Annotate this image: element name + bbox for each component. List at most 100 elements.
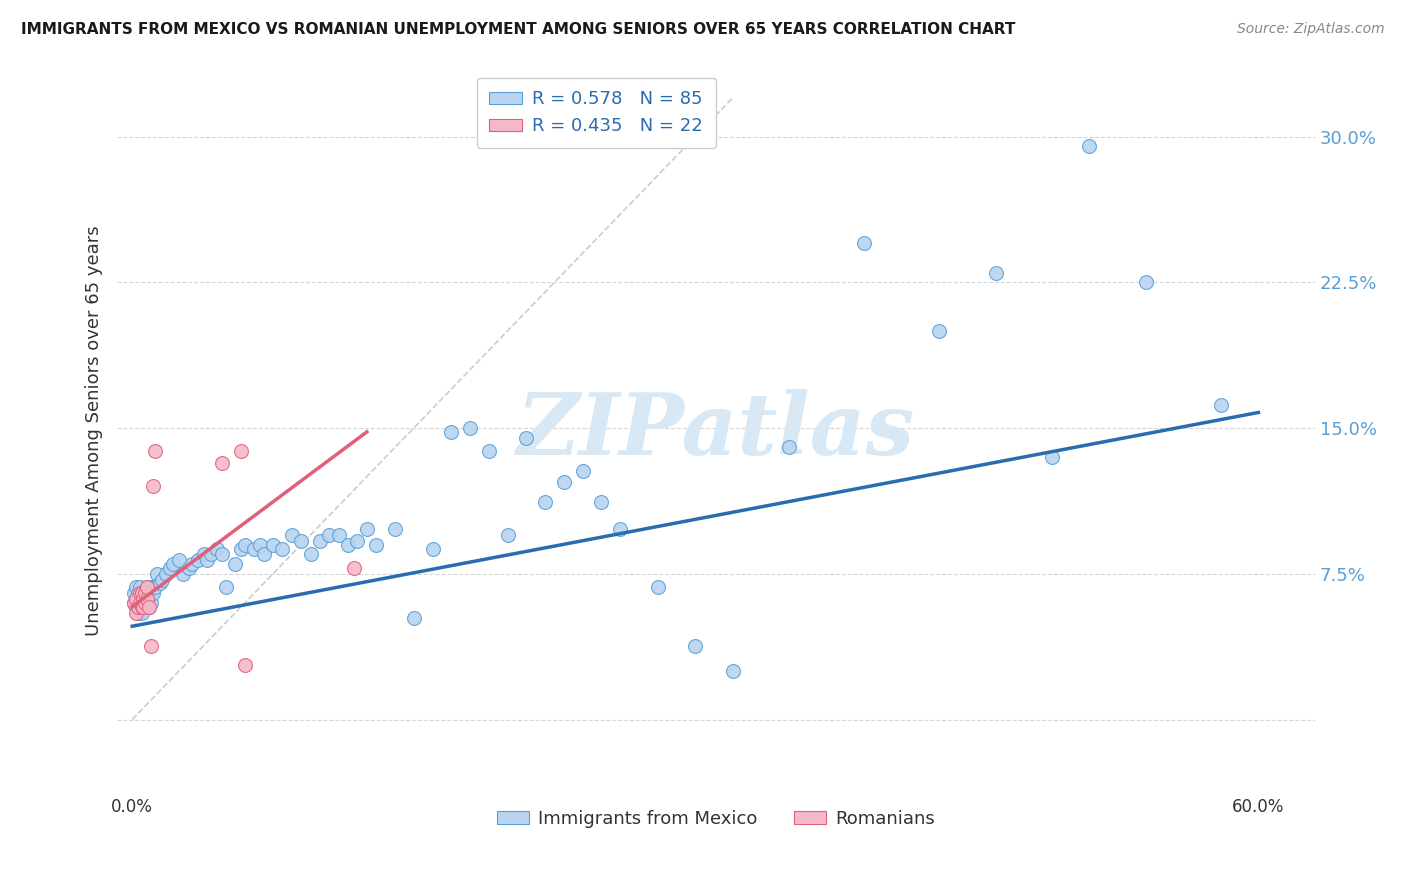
Point (128, 580, 150, 594)
Point (134, 596, 156, 610)
Point (534, 495, 557, 509)
Point (181, 557, 204, 571)
Point (211, 456, 233, 470)
Point (458, 421, 481, 435)
Point (328, 528, 350, 542)
Point (139, 580, 162, 594)
Point (609, 522, 631, 536)
Point (177, 561, 200, 575)
Point (145, 566, 167, 581)
Point (402, 611, 425, 625)
Point (337, 538, 360, 552)
Point (685, 639, 707, 653)
Point (149, 576, 172, 591)
Point (211, 547, 233, 561)
Point (128, 586, 150, 600)
Point (346, 533, 368, 548)
Point (125, 592, 148, 607)
Point (122, 596, 145, 610)
Point (125, 599, 148, 614)
Point (343, 561, 366, 575)
Point (384, 522, 406, 536)
Point (233, 538, 256, 552)
Point (478, 444, 501, 458)
Point (122, 596, 145, 610)
Point (309, 533, 332, 548)
Point (229, 541, 252, 556)
Point (205, 541, 228, 556)
Text: IMMIGRANTS FROM MEXICO VS ROMANIAN UNEMPLOYMENT AMONG SENIORS OVER 65 YEARS CORR: IMMIGRANTS FROM MEXICO VS ROMANIAN UNEMP… (21, 22, 1015, 37)
Point (262, 538, 284, 552)
Point (187, 553, 209, 567)
Point (125, 580, 148, 594)
Legend: Immigrants from Mexico, Romanians: Immigrants from Mexico, Romanians (489, 803, 942, 835)
Point (984, 266, 1007, 280)
Point (122, 586, 145, 600)
Point (131, 606, 153, 620)
Point (356, 522, 378, 536)
Point (647, 580, 669, 594)
Point (366, 538, 388, 552)
Point (127, 596, 149, 610)
Point (193, 547, 215, 561)
Point (721, 664, 744, 678)
Point (136, 592, 159, 607)
Point (128, 596, 150, 610)
Point (127, 606, 149, 620)
Point (132, 599, 155, 614)
Point (318, 528, 340, 542)
Point (440, 425, 463, 439)
Point (290, 533, 312, 548)
Point (229, 444, 252, 458)
Point (233, 658, 256, 673)
Point (591, 495, 613, 509)
Point (132, 592, 155, 607)
Point (249, 538, 271, 552)
Point (271, 541, 294, 556)
Point (200, 547, 222, 561)
Point (1078, 139, 1101, 153)
Point (139, 639, 162, 653)
Point (125, 592, 148, 607)
Point (159, 561, 181, 575)
Point (778, 441, 800, 455)
Point (128, 592, 150, 607)
Point (132, 586, 155, 600)
Point (195, 553, 218, 567)
Point (162, 557, 184, 571)
Point (571, 464, 593, 478)
Y-axis label: Unemployment Among Seniors over 65 years: Unemployment Among Seniors over 65 years (86, 226, 103, 636)
Point (131, 586, 153, 600)
Point (1135, 275, 1157, 289)
Point (142, 586, 165, 600)
Point (134, 586, 156, 600)
Point (143, 444, 166, 458)
Point (136, 580, 159, 594)
Point (1209, 398, 1232, 412)
Point (150, 573, 173, 587)
Point (134, 586, 156, 600)
Point (299, 547, 322, 561)
Point (138, 586, 160, 600)
Point (215, 580, 238, 594)
Point (127, 599, 149, 614)
Text: ZIPatlas: ZIPatlas (517, 389, 915, 473)
Point (125, 606, 148, 620)
Point (853, 236, 876, 251)
Point (128, 599, 150, 614)
Point (167, 553, 190, 567)
Point (1040, 450, 1063, 465)
Point (224, 557, 246, 571)
Point (928, 324, 950, 338)
Point (136, 592, 159, 607)
Text: Source: ZipAtlas.com: Source: ZipAtlas.com (1237, 22, 1385, 37)
Point (127, 586, 149, 600)
Point (134, 596, 156, 610)
Point (515, 431, 537, 445)
Point (139, 596, 162, 610)
Point (553, 475, 575, 490)
Point (136, 580, 159, 594)
Point (143, 580, 166, 594)
Point (422, 541, 444, 556)
Point (138, 599, 160, 614)
